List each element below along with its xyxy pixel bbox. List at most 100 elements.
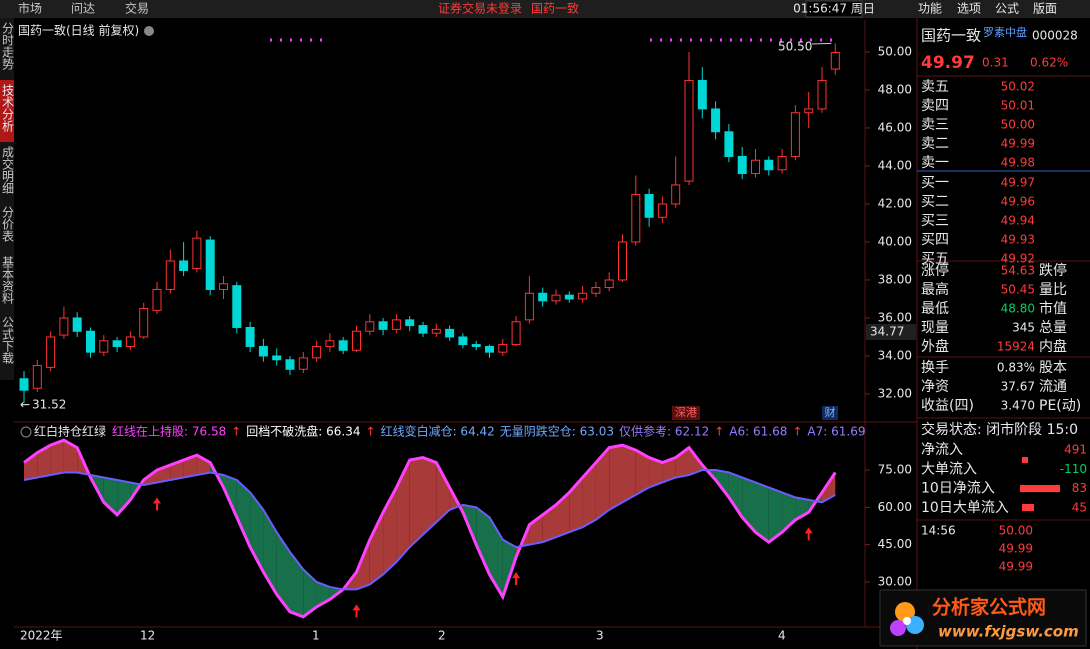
candle-body — [671, 184, 681, 205]
candle-body — [524, 292, 534, 321]
band-fill — [489, 517, 503, 597]
book-label: 买二 — [921, 194, 949, 210]
band-fill — [50, 440, 64, 475]
menu-item[interactable]: 功能 — [918, 2, 942, 16]
indicator-line — [23, 438, 837, 619]
book-price: 49.94 — [1001, 214, 1035, 228]
last-price: 49.97 — [921, 53, 975, 73]
menu-item[interactable]: 选项 — [957, 2, 981, 16]
candle-body — [418, 325, 428, 334]
tick-time: 14:56 — [921, 524, 956, 538]
indicator-title: 红白持仓红绿 — [34, 424, 106, 439]
menu-item[interactable]: 公式 — [995, 2, 1019, 16]
menu-item[interactable]: 交易 — [125, 1, 149, 16]
candle-body — [817, 79, 827, 110]
band-fill — [63, 440, 78, 473]
candle-body — [804, 108, 814, 114]
book-label: 卖二 — [921, 136, 949, 152]
event-label: 财 — [825, 405, 836, 419]
candle-body — [830, 52, 840, 70]
stock-name: 国药一致 — [921, 27, 981, 45]
clock: 01:56:47 周日 — [793, 2, 875, 16]
candle-body — [245, 326, 255, 347]
candle-body — [405, 319, 415, 327]
candle-body — [352, 330, 361, 351]
band-fill — [236, 479, 251, 548]
sidebar-tab[interactable]: 分时走势 — [1, 22, 15, 70]
candle-body — [285, 359, 295, 370]
flow-value: 491 — [1064, 443, 1087, 457]
candle-body — [232, 285, 242, 328]
book-price: 49.97 — [1001, 176, 1035, 190]
book-label: 买五 — [921, 251, 949, 267]
band-fill — [609, 445, 623, 510]
book-label: 卖五 — [921, 79, 949, 95]
flow-bar — [1022, 457, 1028, 463]
y-tick-label: 36.00 — [878, 310, 912, 324]
candle-body — [338, 340, 348, 351]
band-fill — [117, 479, 131, 515]
band-fill — [622, 445, 636, 503]
buy-signal — [153, 497, 161, 511]
candle-body — [485, 345, 494, 353]
stat-label: 市值 — [1039, 300, 1067, 317]
menu-item[interactable]: 市场 — [18, 1, 42, 16]
book-label: 卖四 — [921, 98, 949, 114]
candle-body — [471, 344, 481, 347]
menu-icon[interactable] — [144, 26, 154, 36]
logo-icon — [903, 617, 911, 625]
menu-item[interactable]: 问达 — [71, 2, 95, 16]
band-fill — [436, 462, 450, 523]
stat-value: 3.470 — [1001, 399, 1035, 413]
candle-body — [777, 155, 787, 171]
candle-body — [258, 345, 268, 357]
y-tick-label: 34.00 — [878, 348, 912, 362]
candle-body — [272, 355, 282, 361]
candle-body — [219, 283, 228, 290]
candle-body — [618, 241, 627, 281]
stat-value: 37.67 — [1001, 380, 1035, 394]
candle-body — [325, 340, 335, 347]
band-fill — [649, 457, 663, 488]
band-fill — [183, 455, 197, 478]
stat-label: 量比 — [1039, 282, 1067, 298]
candle-body — [46, 336, 56, 368]
arrow: ← — [20, 398, 30, 412]
sidebar-tab[interactable]: 基本资料 — [1, 256, 15, 304]
band-fill — [303, 569, 317, 617]
menu-icon[interactable] — [20, 426, 32, 438]
menu-item[interactable]: 版面 — [1033, 2, 1057, 16]
stat-value: 48.80 — [1001, 302, 1035, 316]
band-fill — [635, 450, 650, 495]
date-label: 2022年 — [20, 629, 63, 643]
book-label: 买四 — [921, 232, 949, 248]
date-label: 2 — [438, 629, 446, 643]
sidebar-tab[interactable]: 公式下载 — [1, 316, 15, 365]
clock-box — [805, 0, 863, 18]
candle-body — [165, 260, 175, 290]
book-label: 卖一 — [921, 155, 949, 171]
event-label: 深港 — [675, 406, 697, 419]
sidebar-tab[interactable]: 分价表 — [1, 206, 15, 242]
candle-body — [657, 203, 667, 218]
stat-value: 345 — [1012, 321, 1035, 335]
sidebar-tab[interactable]: 成交明细 — [1, 146, 15, 194]
legend-item: 红线在上持股: 76.58 — [112, 424, 226, 439]
candle-body — [312, 345, 322, 359]
band-fill — [409, 457, 423, 548]
band-fill — [728, 472, 743, 518]
buy-signal — [352, 604, 361, 618]
stat-label: 涨停 — [921, 262, 949, 279]
candle-body — [179, 260, 189, 271]
sidebar-tab[interactable]: 技术分析 — [1, 84, 15, 133]
legend-item: ↑ — [714, 425, 724, 439]
candle-body — [431, 328, 441, 334]
legend-item: 无量阴跌空仓: 63.03 — [500, 424, 614, 439]
stat-label: 最低 — [921, 301, 949, 317]
book-label: 卖三 — [921, 117, 949, 133]
stock-tag: 罗素中盘 — [983, 25, 1027, 39]
band-fill — [755, 482, 769, 543]
stat-label: 最高 — [921, 281, 949, 298]
event-box — [822, 406, 838, 420]
y-tick-label: 50.00 — [878, 44, 912, 58]
